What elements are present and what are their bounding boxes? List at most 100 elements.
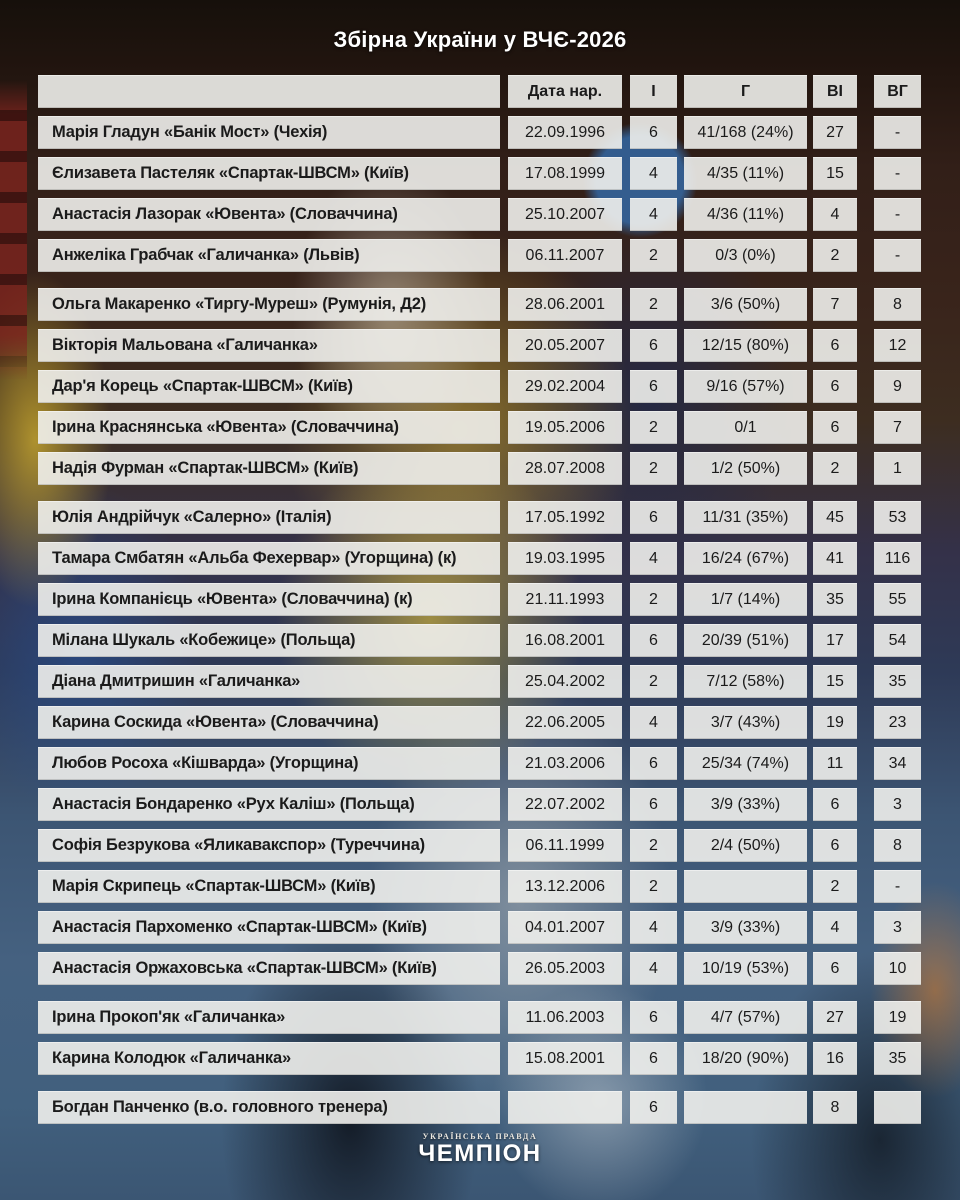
cell-vi: 6 [813,329,857,362]
cell-games: 6 [630,370,677,403]
cell-games: 4 [630,157,677,190]
player-row: Мілана Шукаль «Кобежице» (Польща) 16.08.2… [38,624,922,657]
cell-goals: 1/7 (14%) [684,583,807,616]
cell-vi: 2 [813,870,857,903]
page-title: Збірна України у ВЧЄ-2026 [333,27,627,52]
player-row: Ірина Прокоп'як «Галичанка» 11.06.2003 6 4/… [38,1001,922,1034]
cell-vg: 54 [874,624,921,657]
cell-vi: 6 [813,788,857,821]
cell-games: 4 [630,542,677,575]
cell-vi: 15 [813,665,857,698]
cell-goals: 18/20 (90%) [684,1042,807,1075]
cell-games: 6 [630,501,677,534]
cell-games: 6 [630,1042,677,1075]
cell-birth_date: 13.12.2006 [508,870,622,903]
cell-vg: - [874,870,921,903]
cell-name: Юлія Андрійчук «Салерно» (Італія) [38,501,500,534]
cell-games: 2 [630,665,677,698]
cell-games: 6 [630,1091,677,1124]
cell-birth_date: 21.03.2006 [508,747,622,780]
player-row: Софія Безрукова «Яликавакспор» (Туреччин… [38,829,922,862]
cell-name: Вікторія Мальована «Галичанка» [38,329,500,362]
player-row: Богдан Панченко (в.о. головного тренера)… [38,1091,922,1124]
cell-goals: 11/31 (35%) [684,501,807,534]
cell-games: 4 [630,706,677,739]
cell-birth_date: 17.05.1992 [508,501,622,534]
cell-vg: 3 [874,911,921,944]
cell-vi: 45 [813,501,857,534]
player-row: Діана Дмитришин «Галичанка» 25.04.2002 2 7/… [38,665,922,698]
cell-goals: 3/6 (50%) [684,288,807,321]
cell-goals: 2/4 (50%) [684,829,807,862]
cell-birth_date: 16.08.2001 [508,624,622,657]
header-cell-goals: Г [684,75,807,108]
cell-name: Ірина Прокоп'як «Галичанка» [38,1001,500,1034]
player-row: Карина Соскида «Ювента» (Словаччина) 22.0… [38,706,922,739]
brand-logo-main-text: ЧЕМПІОН [418,1140,542,1167]
cell-vg: 10 [874,952,921,985]
cell-goals: 1/2 (50%) [684,452,807,485]
cell-goals: 3/7 (43%) [684,706,807,739]
cell-goals: 4/7 (57%) [684,1001,807,1034]
cell-name: Анастасія Оржаховська «Спартак-ШВСМ» (Ки… [38,952,500,985]
cell-vg: 1 [874,452,921,485]
cell-name: Богдан Панченко (в.о. головного тренера) [38,1091,500,1124]
cell-name: Тамара Смбатян «Альба Фехервар» (Угорщин… [38,542,500,575]
roster-table: Дата нар. І Г ВІ ВГ Марія Гладун «Банік Мост»… [38,75,922,1124]
cell-games: 6 [630,1001,677,1034]
cell-vg: 34 [874,747,921,780]
cell-games: 2 [630,829,677,862]
cell-games: 6 [630,329,677,362]
player-row: Анастасія Бондаренко «Рух Каліш» (Польща… [38,788,922,821]
cell-vi: 35 [813,583,857,616]
cell-goals: 9/16 (57%) [684,370,807,403]
cell-birth_date: 20.05.2007 [508,329,622,362]
cell-vi: 4 [813,198,857,231]
player-group-2: Ольга Макаренко «Тиргу-Муреш» (Румунія, … [38,288,922,485]
cell-games: 4 [630,911,677,944]
cell-games: 6 [630,747,677,780]
cell-birth_date: 15.08.2001 [508,1042,622,1075]
player-row: Анастасія Пархоменко «Спартак-ШВСМ» (Киї… [38,911,922,944]
cell-vi: 6 [813,411,857,444]
cell-vg: 3 [874,788,921,821]
cell-birth_date: 28.07.2008 [508,452,622,485]
cell-name: Любов Росоха «Кішварда» (Угорщина) [38,747,500,780]
cell-games: 2 [630,870,677,903]
cell-birth_date: 19.05.2006 [508,411,622,444]
cell-name: Карина Соскида «Ювента» (Словаччина) [38,706,500,739]
cell-vi: 19 [813,706,857,739]
player-row: Надія Фурман «Спартак-ШВСМ» (Київ) 28.07.… [38,452,922,485]
cell-goals: 25/34 (74%) [684,747,807,780]
player-row: Анастасія Оржаховська «Спартак-ШВСМ» (Ки… [38,952,922,985]
header-row: Дата нар. І Г ВІ ВГ [38,75,922,108]
brand-logo: УКРАЇНСЬКА ПРАВДА ЧЕМПІОН [0,1132,960,1166]
cell-games: 6 [630,624,677,657]
cell-name: Анастасія Пархоменко «Спартак-ШВСМ» (Киї… [38,911,500,944]
cell-vi: 15 [813,157,857,190]
cell-birth_date: 06.11.1999 [508,829,622,862]
cell-vg: 53 [874,501,921,534]
player-row: Вікторія Мальована «Галичанка» 20.05.2007… [38,329,922,362]
cell-vi: 2 [813,452,857,485]
cell-games: 4 [630,952,677,985]
cell-birth_date: 22.09.1996 [508,116,622,149]
cell-birth_date: 11.06.2003 [508,1001,622,1034]
cell-name: Єлизавета Пастеляк «Спартак-ШВСМ» (Київ) [38,157,500,190]
cell-goals: 10/19 (53%) [684,952,807,985]
cell-games: 6 [630,116,677,149]
header-cell-games: І [630,75,677,108]
cell-vi: 7 [813,288,857,321]
player-row: Ірина Краснянська «Ювента» (Словаччина) 1… [38,411,922,444]
cell-birth_date: 25.04.2002 [508,665,622,698]
header-cell-vi: ВІ [813,75,857,108]
cell-name: Анастасія Лазорак «Ювента» (Словаччина) [38,198,500,231]
cell-games: 6 [630,788,677,821]
cell-birth_date: 22.06.2005 [508,706,622,739]
cell-games: 2 [630,239,677,272]
cell-vi: 17 [813,624,857,657]
cell-goals: 4/36 (11%) [684,198,807,231]
cell-games: 2 [630,411,677,444]
cell-name: Анжеліка Грабчак «Галичанка» (Львів) [38,239,500,272]
cell-birth_date: 26.05.2003 [508,952,622,985]
